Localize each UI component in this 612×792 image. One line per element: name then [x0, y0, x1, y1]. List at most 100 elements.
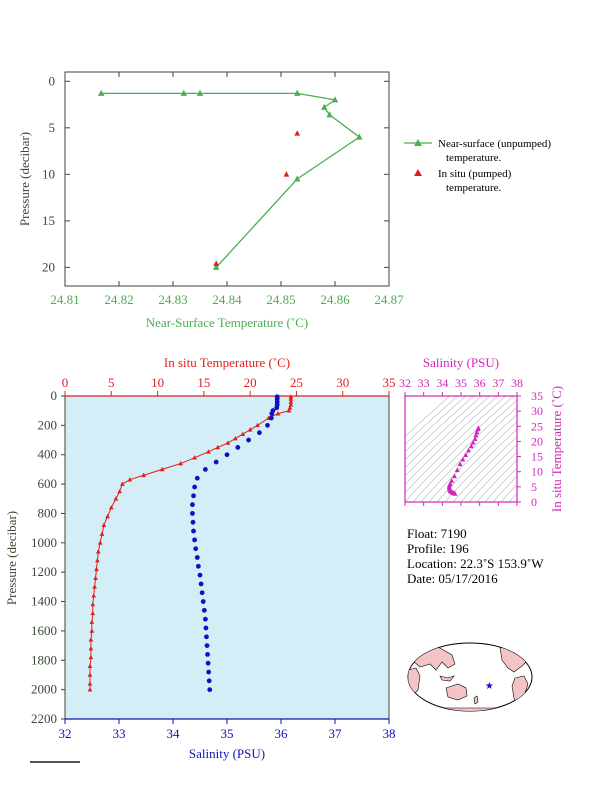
tick-label: 36 — [474, 376, 486, 390]
tick-label: 32 — [59, 726, 72, 741]
tick-label: 36 — [275, 726, 289, 741]
tick-label: 800 — [38, 505, 58, 520]
temperature-profile-point — [88, 654, 94, 660]
ts-salinity-ticks: 32 33 34 35 36 37 38 — [399, 376, 523, 506]
tick-label: 1400 — [31, 594, 57, 609]
density-contour — [460, 443, 517, 502]
map-land-antarctica — [408, 707, 532, 711]
tick-label: 32 — [399, 376, 411, 390]
temperature-profile-point — [113, 496, 119, 501]
density-contour — [420, 406, 517, 502]
temperature-profile-point — [232, 435, 238, 441]
profile-chart: 0 5 10 15 20 25 30 35 32 33 34 35 36 37 38 0 200 400 600… — [4, 355, 396, 761]
world-map: ★ — [407, 642, 533, 712]
temperature-profile-point — [288, 396, 294, 401]
density-contour — [412, 399, 517, 502]
legend-marker-pumped — [414, 169, 422, 176]
salinity-profile-point — [194, 555, 200, 560]
density-contour — [468, 451, 517, 502]
unpumped-temperature-point — [320, 103, 328, 110]
density-contour — [436, 421, 517, 502]
temperature-profile-point — [87, 681, 93, 686]
salinity-profile-point — [235, 444, 241, 450]
temperature-profile-point — [206, 449, 211, 454]
salinity-profile-point — [195, 563, 201, 569]
unpumped-temperature-point — [293, 89, 301, 96]
ts-point — [457, 461, 463, 467]
temperature-profile-point — [89, 628, 95, 633]
ts-point — [470, 439, 476, 445]
density-contour — [557, 386, 612, 502]
profile-pressure-axis-label: Pressure (decibar) — [4, 511, 19, 605]
tick-label: 35 — [383, 375, 396, 390]
tick-label: 15 — [197, 375, 210, 390]
density-contour — [405, 396, 515, 502]
salinity-profile-point — [198, 581, 204, 587]
tick-label: 24.87 — [374, 292, 404, 307]
tick-label: 0 — [62, 375, 69, 390]
tick-label: 25 — [531, 419, 543, 433]
temperature-profile-point — [88, 637, 94, 642]
temperature-profile-point — [225, 440, 231, 445]
salinity-profile-point — [265, 422, 270, 428]
tick-label: 30 — [531, 404, 543, 418]
temperature-profile-point — [127, 477, 133, 482]
float-info: Float: 7190 Profile: 196 Location: 22.3˚… — [407, 526, 544, 586]
unpumped-temperature-point — [331, 96, 339, 103]
tick-label: 24.85 — [266, 292, 295, 307]
temperature-profile-point — [275, 411, 281, 416]
temperature-profile-point — [87, 687, 93, 692]
density-contour — [452, 436, 517, 502]
temperature-profile-point — [99, 531, 105, 536]
temperature-profile-point — [178, 460, 184, 466]
tick-label: 24.84 — [212, 292, 242, 307]
tick-label: 37 — [492, 376, 504, 390]
tick-label: 30 — [336, 375, 349, 390]
tick-label: 37 — [329, 726, 343, 741]
temperature-profile-point — [288, 402, 294, 407]
map-land-new-zealand — [473, 695, 479, 705]
density-contour — [405, 396, 507, 494]
salinity-profile-point — [206, 678, 212, 684]
legend-marker-unpumped — [414, 139, 422, 146]
temperature-axis-ticks: 0 5 10 15 20 25 30 35 — [62, 375, 396, 396]
tick-label: 24.81 — [50, 292, 79, 307]
temperature-profile-point — [105, 513, 110, 519]
ts-temperature-axis-label: In situ Temperature (˚C) — [549, 386, 564, 512]
density-contour — [405, 396, 467, 453]
ts-point — [475, 426, 481, 432]
density-contour — [405, 396, 491, 477]
salinity-profile-point — [204, 634, 209, 640]
temperature-profile-point — [141, 472, 147, 478]
tick-label: 10 — [531, 465, 543, 479]
density-contour — [405, 396, 459, 445]
temperature-profile-point — [94, 566, 99, 572]
ts-point — [463, 452, 469, 458]
tick-label: 0 — [51, 388, 58, 403]
temperature-profile-point — [192, 455, 197, 460]
salinity-profile-point — [203, 625, 209, 631]
legend-label-unpumped-line2: temperature. — [446, 152, 502, 164]
salinity-profile-series — [190, 394, 280, 693]
tick-label: 2200 — [31, 711, 57, 726]
near-surface-series — [97, 89, 363, 270]
salinity-profile-point — [205, 652, 210, 657]
unpumped-temperature-point — [180, 89, 188, 96]
tick-label: 34 — [436, 376, 448, 390]
salinity-profile-point — [201, 607, 207, 613]
tick-label: 1200 — [31, 564, 57, 579]
unpumped-temperature-point — [356, 133, 363, 140]
tick-label: 5 — [49, 120, 56, 135]
density-contour — [405, 396, 483, 469]
pumped-temperature-point — [213, 260, 220, 266]
temperature-profile-point — [215, 444, 221, 450]
salinity-profile-point — [207, 687, 213, 693]
profile-number: Profile: 196 — [407, 541, 469, 556]
density-contour — [500, 483, 517, 502]
float-location: Location: 22.3˚S 153.9˚W — [407, 556, 544, 571]
temperature-profile-point — [87, 672, 93, 677]
salinity-profile-point — [191, 528, 196, 534]
tick-label: 0 — [49, 73, 56, 88]
